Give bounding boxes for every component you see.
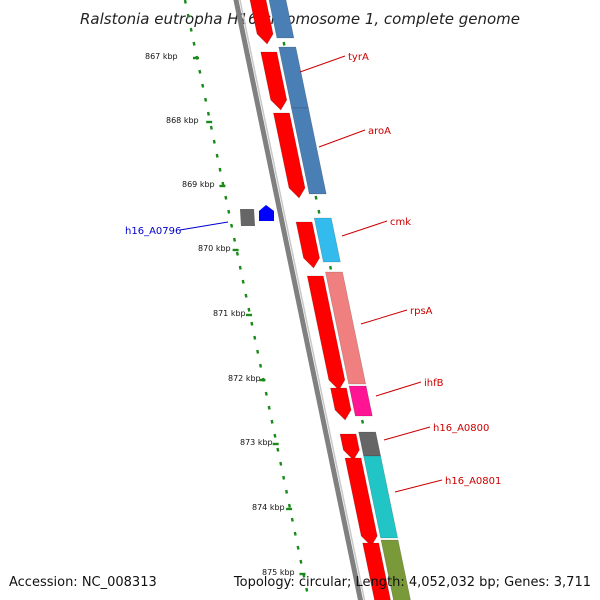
kbp-label: 875 kbp bbox=[262, 568, 295, 577]
gene-bar bbox=[325, 271, 367, 385]
kbp-label: 867 kbp bbox=[145, 52, 178, 61]
gene-bar bbox=[363, 455, 399, 539]
gene-label: h16_A0801 bbox=[445, 476, 501, 487]
gene-bar bbox=[291, 107, 327, 195]
kbp-label: 873 kbp bbox=[240, 438, 273, 447]
cds-arrow bbox=[249, 0, 274, 45]
kbp-label: 874 kbp bbox=[252, 503, 285, 512]
leader-line bbox=[179, 221, 229, 231]
cds-arrow bbox=[344, 457, 378, 547]
leader-line bbox=[341, 220, 388, 237]
backbone-line bbox=[233, 0, 364, 600]
leader-line bbox=[360, 309, 408, 325]
gene-label: tyrA bbox=[348, 52, 369, 63]
cds-arrow bbox=[330, 387, 352, 421]
genome-title: Ralstonia eutropha H16 chromosome 1, com… bbox=[79, 10, 521, 28]
cds-arrow bbox=[306, 275, 346, 391]
leader-line bbox=[383, 426, 431, 441]
cds-arrow bbox=[260, 51, 288, 111]
gene-label: h16_A0800 bbox=[433, 423, 489, 434]
leader-line bbox=[394, 479, 443, 493]
cds-arrow bbox=[273, 112, 306, 199]
gene-bar bbox=[358, 431, 381, 457]
backbone-highlight bbox=[239, 0, 366, 600]
leader-line bbox=[375, 381, 422, 397]
gene-label: h16_A0796 bbox=[125, 226, 181, 237]
gene-label: cmk bbox=[390, 217, 411, 228]
gene-label: aroA bbox=[368, 126, 391, 137]
gene-bar bbox=[348, 385, 373, 417]
kbp-label: 872 kbp bbox=[228, 374, 261, 383]
leader-line bbox=[299, 55, 346, 73]
topology-text: Topology: circular; Length: 4,052,032 bp… bbox=[233, 575, 591, 590]
kbp-label: 871 kbp bbox=[213, 309, 246, 318]
cds-arrow bbox=[362, 542, 391, 600]
kbp-label: 869 kbp bbox=[182, 180, 215, 189]
gene-h16-a0796-icon bbox=[259, 205, 274, 221]
accession-text: Accession: NC_008313 bbox=[9, 575, 157, 590]
kbp-label: 868 kbp bbox=[166, 116, 199, 125]
gene-bar bbox=[380, 539, 411, 600]
leader-line bbox=[318, 129, 366, 148]
cds-arrow bbox=[339, 433, 360, 461]
gene-h16-a0796-grey bbox=[240, 209, 255, 226]
gene-bar bbox=[313, 217, 341, 263]
cds-arrow bbox=[295, 221, 320, 269]
kbp-label: 870 kbp bbox=[198, 244, 231, 253]
gene-label: ihfB bbox=[424, 378, 444, 389]
gene-label: rpsA bbox=[410, 306, 433, 317]
gene-bar bbox=[268, 0, 295, 39]
